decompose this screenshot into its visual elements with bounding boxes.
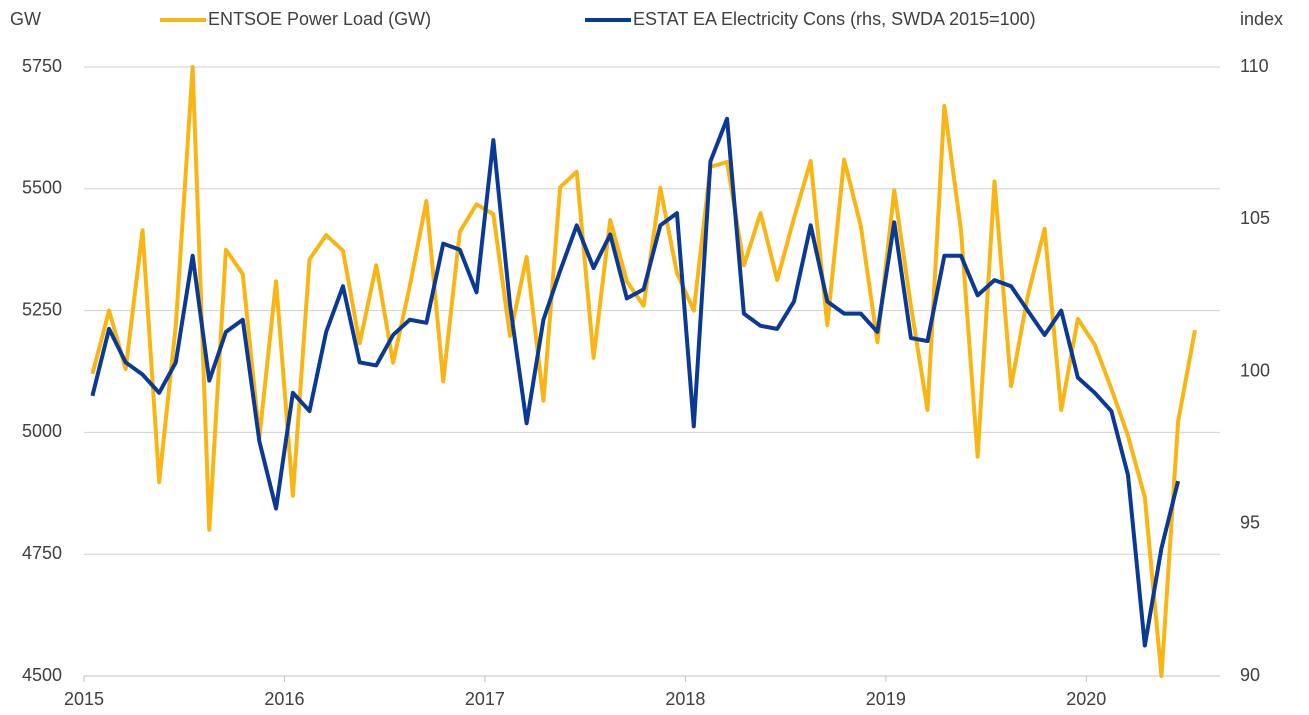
data-line: [90, 116, 1181, 648]
legend-label: ENTSOE Power Load (GW): [208, 9, 431, 29]
x-tick-label: 2015: [64, 689, 104, 709]
y-tick-label: 5000: [22, 421, 62, 441]
y2-axis-label: index: [1240, 9, 1283, 29]
x-tick-label: 2016: [264, 689, 304, 709]
data-line: [90, 65, 1197, 678]
legend-label: ESTAT EA Electricity Cons (rhs, SWDA 201…: [633, 9, 1036, 29]
y-tick-label: 5750: [22, 56, 62, 76]
y-tick-label: 5500: [22, 178, 62, 198]
y2-tick-label: 95: [1240, 513, 1260, 533]
x-tick-label: 2019: [866, 689, 906, 709]
x-tick-label: 2018: [665, 689, 705, 709]
y-tick-label: 4750: [22, 543, 62, 563]
y2-tick-label: 105: [1240, 208, 1270, 228]
y2-tick-label: 110: [1240, 56, 1269, 76]
y-tick-label: 4500: [22, 665, 62, 685]
x-tick-label: 2020: [1066, 689, 1106, 709]
y2-tick-label: 100: [1240, 360, 1270, 380]
y2-tick-label: 90: [1240, 665, 1260, 685]
x-tick-label: 2017: [465, 689, 505, 709]
y-axis-label: GW: [10, 9, 41, 29]
y-tick-label: 5250: [22, 299, 62, 319]
